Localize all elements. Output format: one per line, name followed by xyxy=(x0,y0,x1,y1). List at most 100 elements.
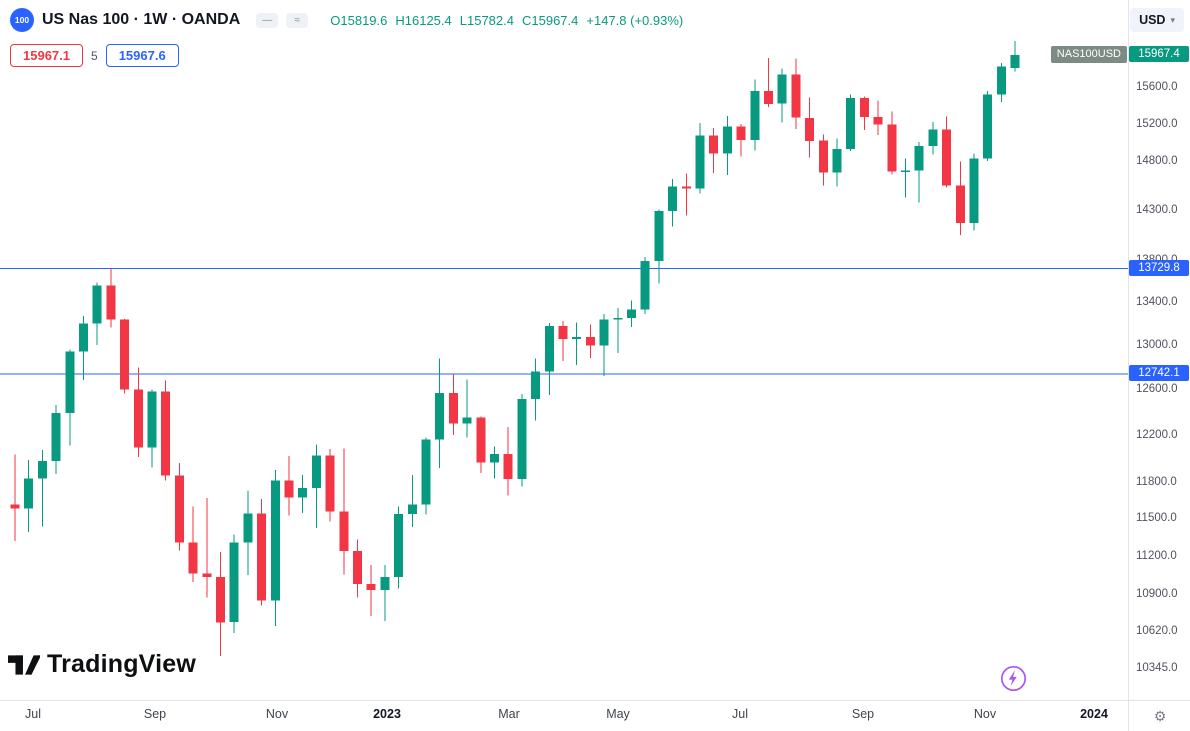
candle-body xyxy=(627,309,636,318)
candle-body xyxy=(791,74,801,118)
candle-body xyxy=(832,148,842,173)
candle-body xyxy=(736,126,746,140)
candle-body xyxy=(65,351,75,413)
candle-body xyxy=(613,317,623,320)
price-tick-label: 14300.0 xyxy=(1136,203,1178,216)
price-tick-label: 11800.0 xyxy=(1136,475,1177,488)
candle-body xyxy=(92,285,102,324)
gear-icon[interactable]: ⚙ xyxy=(1153,707,1167,724)
scale-settings-cell: ⚙ xyxy=(1128,700,1190,731)
price-tick-label: 15600.0 xyxy=(1136,80,1178,93)
candle-body xyxy=(818,140,828,173)
dash-toggle-icon[interactable]: — xyxy=(256,12,279,28)
flash-boost-button[interactable] xyxy=(1000,665,1027,692)
candle-body xyxy=(1010,55,1020,69)
time-label-month: Nov xyxy=(973,707,997,721)
candle-body xyxy=(79,323,88,352)
candle-body xyxy=(887,124,897,172)
wave-toggle-icon[interactable]: ≈ xyxy=(286,12,309,28)
time-scale[interactable]: Jul Sep Nov 2023 Mar May Jul Sep Nov 2024 xyxy=(0,700,1128,731)
candle-body xyxy=(120,319,130,390)
candle-body xyxy=(859,97,869,118)
candle-body xyxy=(188,542,198,574)
ohlc-close: C15967.4 xyxy=(522,12,579,28)
candle-body xyxy=(928,129,938,146)
candle-body xyxy=(599,319,609,346)
candle-body xyxy=(764,91,773,104)
candle-body xyxy=(668,186,678,212)
ohlc-change: +147.8 (+0.93%) xyxy=(586,12,684,28)
candle-body xyxy=(901,170,910,172)
candle-body xyxy=(750,91,760,140)
candle-body xyxy=(10,504,20,509)
candle-body xyxy=(106,285,116,320)
candle-body xyxy=(174,475,184,543)
candle-body xyxy=(202,573,212,578)
currency-selector[interactable]: USD ▾ xyxy=(1130,8,1184,32)
candle-body xyxy=(353,551,362,584)
price-tick-label: 10900.0 xyxy=(1136,587,1178,600)
candle-body xyxy=(846,97,856,149)
currency-label: USD xyxy=(1139,13,1166,27)
candle-body xyxy=(695,135,705,189)
candle-body xyxy=(243,513,253,543)
time-label-month: May xyxy=(606,707,630,721)
candle-body xyxy=(544,326,554,372)
price-tick-label: 12600.0 xyxy=(1136,382,1178,395)
candle-body xyxy=(517,399,527,480)
candle-body xyxy=(942,129,952,186)
candle-body xyxy=(873,117,883,125)
candle-body xyxy=(490,454,499,463)
buy-button[interactable]: 15967.6 xyxy=(105,44,179,67)
candle-body xyxy=(407,504,417,515)
price-tick-label: 12200.0 xyxy=(1136,428,1178,441)
candle-body xyxy=(325,455,335,512)
ohlc-low: L15782.4 xyxy=(459,12,514,28)
candle-body xyxy=(722,126,732,154)
time-label-month: Mar xyxy=(498,707,520,721)
candle-body xyxy=(558,326,568,339)
price-tick-label: 10620.0 xyxy=(1136,624,1178,637)
candle-body xyxy=(983,94,993,159)
candle-body xyxy=(380,576,390,590)
tradingview-logo[interactable]: TradingView xyxy=(8,650,196,679)
spread-value: 5 xyxy=(91,48,98,63)
price-tick-label: 13000.0 xyxy=(1136,338,1178,351)
time-label-month: Sep xyxy=(851,707,875,721)
lightning-icon xyxy=(1000,665,1027,692)
symbol-title[interactable]: US Nas 100 · 1W · OANDA xyxy=(42,11,241,28)
time-label-month: Sep xyxy=(143,707,167,721)
candle-body xyxy=(229,542,239,623)
price-tick-label: 13800.0 xyxy=(1136,254,1178,267)
candle-body xyxy=(585,337,595,346)
candle-body xyxy=(421,439,431,505)
sell-button[interactable]: 15967.1 xyxy=(10,44,83,67)
price-scale[interactable]: 15600.0 15200.0 14800.0 14300.0 13800.0 13400… xyxy=(1128,0,1190,700)
candle-body xyxy=(298,488,308,498)
time-label-year: 2024 xyxy=(1080,707,1108,721)
candle-body xyxy=(284,480,294,498)
candle-body xyxy=(37,460,47,479)
candle-body xyxy=(161,391,171,476)
candle-body xyxy=(311,455,321,489)
price-tick-label: 11200.0 xyxy=(1136,549,1177,562)
price-tick-label: 10345.0 xyxy=(1136,661,1178,674)
candle-body xyxy=(996,66,1006,95)
tradingview-logo-icon xyxy=(8,654,40,675)
symbol-logo-badge[interactable]: 100 xyxy=(10,8,34,32)
candle-body xyxy=(257,513,267,601)
candle-body xyxy=(51,413,61,461)
candle-body xyxy=(572,337,582,339)
candle-body xyxy=(24,478,34,509)
chart-pane[interactable] xyxy=(0,0,1128,700)
candle-body xyxy=(462,417,472,424)
candle-body xyxy=(435,393,445,440)
candle-body xyxy=(147,391,157,448)
time-label-month: Jul xyxy=(25,707,41,721)
candlestick-chart[interactable] xyxy=(0,0,1128,700)
tradingview-logo-text: TradingView xyxy=(47,650,197,678)
candle-body xyxy=(681,186,691,189)
ohlc-high: H16125.4 xyxy=(395,12,452,28)
candle-body xyxy=(339,511,349,552)
candle-body xyxy=(476,417,486,463)
